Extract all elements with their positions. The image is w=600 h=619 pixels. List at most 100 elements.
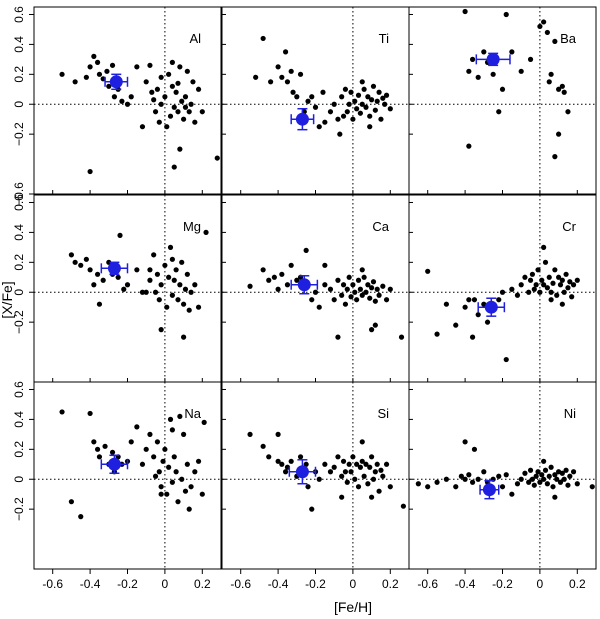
data-point — [359, 101, 365, 107]
panel-label: Na — [184, 406, 201, 421]
data-point — [335, 454, 341, 460]
data-point — [550, 484, 556, 490]
data-point — [279, 461, 285, 467]
data-point — [374, 98, 380, 104]
x-tick-label: -0.2 — [492, 577, 513, 591]
highlight-point — [482, 483, 496, 497]
data-point — [303, 247, 309, 253]
data-point — [425, 484, 431, 490]
data-point — [166, 71, 172, 77]
data-point — [309, 94, 315, 100]
data-point — [327, 109, 334, 115]
data-point — [175, 80, 181, 86]
data-point — [316, 304, 322, 310]
data-point — [184, 461, 190, 467]
data-point — [387, 286, 393, 292]
y-tick-label: −0.2 — [12, 122, 26, 146]
data-point — [173, 469, 179, 475]
data-point — [190, 79, 196, 85]
data-point — [181, 334, 187, 340]
data-point — [552, 494, 558, 500]
data-point — [342, 86, 349, 92]
data-point — [367, 464, 373, 470]
data-point — [147, 431, 153, 437]
x-tick-label: -0.4 — [80, 577, 101, 591]
data-point — [453, 322, 459, 328]
x-tick-label: -0.2 — [305, 577, 326, 591]
panel-ti: Ti — [221, 6, 410, 195]
panel-label: Ti — [379, 31, 389, 46]
data-point — [117, 232, 123, 238]
data-point — [372, 469, 378, 475]
data-point — [184, 271, 190, 277]
data-point — [352, 98, 358, 104]
data-point — [548, 71, 554, 77]
data-point — [503, 11, 509, 18]
y-tick-label: −0.6 — [12, 182, 26, 206]
data-point — [509, 286, 515, 292]
data-point — [541, 282, 547, 288]
data-point — [121, 286, 127, 292]
highlight-point — [295, 465, 309, 479]
data-point — [312, 289, 319, 295]
data-point — [284, 79, 291, 85]
data-point — [557, 479, 564, 485]
data-point — [158, 74, 164, 80]
data-point — [462, 439, 468, 445]
data-point — [527, 56, 534, 62]
data-point — [94, 446, 101, 452]
data-point — [173, 89, 179, 95]
data-point — [188, 101, 194, 107]
data-point — [561, 89, 567, 95]
data-point — [354, 461, 360, 467]
data-point — [550, 280, 556, 286]
data-point — [169, 256, 175, 262]
data-point — [434, 331, 440, 337]
highlight-point — [295, 112, 309, 126]
data-point — [195, 304, 202, 310]
data-point — [570, 469, 577, 475]
data-point — [361, 274, 367, 280]
data-point — [279, 74, 285, 80]
data-point — [453, 484, 459, 490]
data-point — [359, 79, 365, 85]
data-point — [247, 431, 253, 437]
data-point — [184, 68, 190, 74]
data-point — [542, 259, 549, 265]
data-point — [462, 304, 468, 310]
data-point — [275, 458, 281, 464]
data-point — [186, 307, 192, 313]
data-point — [561, 476, 567, 482]
data-point — [177, 282, 183, 288]
data-point — [260, 443, 266, 449]
data-point — [59, 71, 65, 77]
data-point — [147, 267, 153, 273]
data-point — [466, 143, 472, 149]
data-point — [503, 356, 509, 363]
data-point — [359, 439, 365, 445]
data-point — [369, 327, 375, 333]
data-point — [378, 116, 384, 122]
data-point — [316, 476, 322, 482]
data-point — [380, 95, 386, 101]
data-point — [355, 484, 362, 490]
data-point — [522, 470, 528, 476]
data-point — [96, 454, 103, 460]
data-point — [305, 98, 311, 104]
data-point — [322, 461, 328, 467]
data-point — [166, 274, 172, 280]
data-point — [469, 334, 476, 340]
panel-mg: Mg −0.2 0 0.2 0.4 0.6 — [12, 194, 222, 383]
data-point — [503, 472, 509, 478]
data-point — [541, 458, 547, 464]
data-point — [297, 454, 304, 460]
data-point — [537, 479, 543, 485]
data-point — [134, 424, 140, 430]
data-point — [143, 79, 149, 85]
data-point — [541, 19, 547, 25]
data-point — [169, 83, 175, 89]
data-point — [466, 297, 472, 303]
data-point — [340, 282, 347, 288]
data-point — [162, 262, 168, 268]
